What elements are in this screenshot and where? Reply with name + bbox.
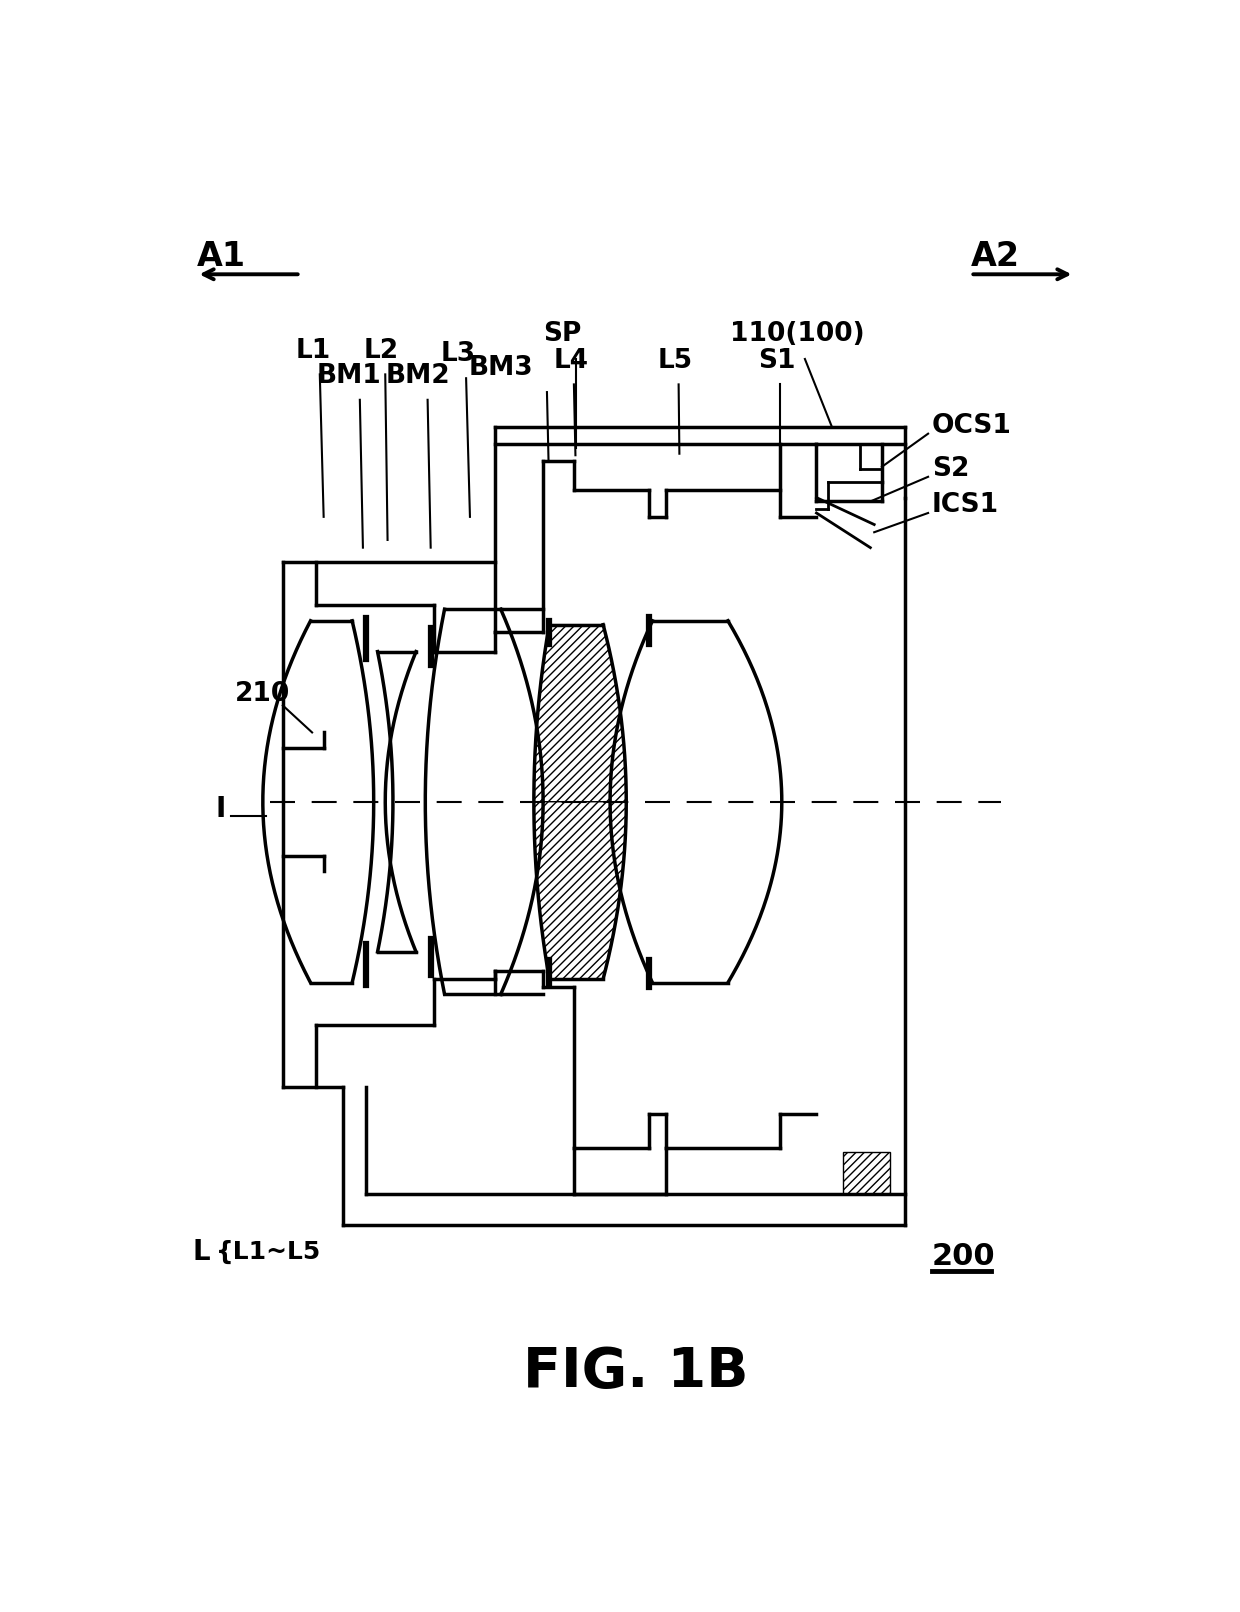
Text: I: I	[216, 795, 226, 824]
Text: SP: SP	[543, 321, 582, 348]
Bar	[843, 1153, 889, 1194]
Text: L5: L5	[658, 348, 693, 374]
Text: L4: L4	[553, 348, 588, 374]
Text: L: L	[193, 1238, 211, 1265]
Text: 110(100): 110(100)	[730, 321, 864, 348]
Text: S2: S2	[932, 456, 970, 482]
Text: BM1: BM1	[316, 363, 382, 388]
Text: L2: L2	[363, 339, 399, 364]
Text: A2: A2	[971, 240, 1019, 272]
Text: FIG. 1B: FIG. 1B	[523, 1344, 748, 1399]
Text: L1: L1	[296, 339, 331, 364]
Text: BM3: BM3	[469, 355, 533, 382]
Text: BM2: BM2	[386, 363, 450, 388]
Polygon shape	[534, 624, 626, 801]
Text: A1: A1	[197, 240, 246, 272]
Polygon shape	[534, 801, 626, 978]
Text: OCS1: OCS1	[932, 413, 1012, 438]
Text: ICS1: ICS1	[932, 492, 999, 519]
Text: S1: S1	[758, 348, 795, 374]
Text: {L1~L5: {L1~L5	[216, 1240, 321, 1264]
Text: 200: 200	[932, 1241, 996, 1270]
Text: 210: 210	[236, 680, 290, 708]
Text: L3: L3	[441, 340, 476, 366]
